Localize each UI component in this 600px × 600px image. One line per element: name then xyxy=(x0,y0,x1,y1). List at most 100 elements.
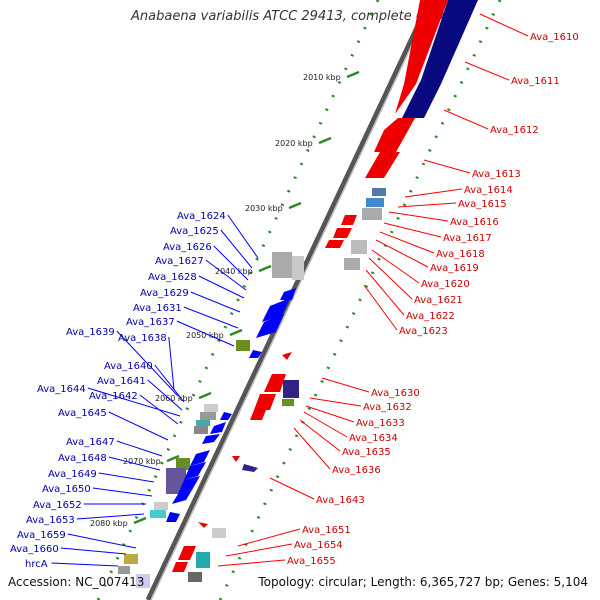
reverse-gene-label[interactable]: Ava_1639 xyxy=(66,327,115,338)
scale-tick xyxy=(288,201,302,210)
gene-leader-line xyxy=(198,275,245,299)
gene-leader-line xyxy=(108,411,169,441)
gene-leader-line xyxy=(368,257,413,300)
gene-leader-line xyxy=(423,159,471,174)
forward-gene-label[interactable]: Ava_1622 xyxy=(406,311,455,322)
forward-gene-label[interactable]: Ava_1618 xyxy=(436,249,485,260)
gene-leader-line xyxy=(168,336,175,391)
gene-leader-line xyxy=(76,513,145,520)
gene-leader-line xyxy=(213,245,249,281)
forward-gene-label[interactable]: Ava_1635 xyxy=(342,447,391,458)
scale-mark-label: 2050 kbp xyxy=(186,331,224,340)
forward-gene-label[interactable]: Ava_1620 xyxy=(421,279,470,290)
reverse-gene-label[interactable]: Ava_1625 xyxy=(170,226,219,237)
gene-leader-line xyxy=(67,533,137,549)
scale-tick xyxy=(133,516,147,525)
reverse-gene-label[interactable]: Ava_1652 xyxy=(33,500,82,511)
forward-gene-label[interactable]: Ava_1655 xyxy=(287,556,336,567)
scale-mark-label: 2070 kbp xyxy=(123,457,161,466)
scale-tick xyxy=(198,391,212,400)
gene-leader-line xyxy=(383,222,442,238)
gene-leader-line xyxy=(303,411,348,438)
reverse-gene-label[interactable]: Ava_1629 xyxy=(140,288,189,299)
forward-gene-label[interactable]: Ava_1614 xyxy=(464,185,513,196)
gene-leader-line xyxy=(363,284,398,331)
gene-leader-line xyxy=(220,229,253,269)
gene-leader-line xyxy=(464,61,510,81)
scale-labels: 2010 kbp 2020 kbp 2030 kbp 2040 kbp 2050 kbp… xyxy=(90,70,360,528)
gene-leader-line xyxy=(404,188,463,198)
reverse-gene-label[interactable]: Ava_1641 xyxy=(97,376,146,387)
forward-gene-label[interactable]: Ava_1630 xyxy=(371,388,420,399)
gene-leader-line xyxy=(443,109,489,130)
forward-gene-label[interactable]: Ava_1611 xyxy=(511,76,560,87)
scale-mark-label: 2040 kbp xyxy=(215,267,253,276)
reverse-gene-label[interactable]: Ava_1649 xyxy=(48,469,97,480)
gene-leader-line xyxy=(371,249,420,284)
gene-leader-line xyxy=(293,427,331,470)
reverse-gene-label[interactable]: Ava_1638 xyxy=(118,333,167,344)
reverse-gene-label[interactable]: Ava_1644 xyxy=(37,384,86,395)
forward-gene-label[interactable]: Ava_1616 xyxy=(450,217,499,228)
reverse-gene-label[interactable]: Ava_1642 xyxy=(89,391,138,402)
gene-leader-line xyxy=(176,320,235,347)
gene-leader-line xyxy=(60,547,127,555)
scale-tick xyxy=(346,70,360,79)
gene-leader-line xyxy=(227,214,259,259)
reverse-gene-label[interactable]: Ava_1626 xyxy=(163,242,212,253)
gene-leader-line xyxy=(116,330,179,397)
gene-leader-line xyxy=(309,397,362,407)
reverse-gene-label[interactable]: Ava_1659 xyxy=(17,530,66,541)
gene-leader-line xyxy=(321,377,370,393)
scale-tick xyxy=(318,136,332,145)
reverse-gene-label[interactable]: Ava_1631 xyxy=(133,303,182,314)
reverse-gene-label[interactable]: Ava_1628 xyxy=(148,272,197,283)
forward-gene-label[interactable]: Ava_1619 xyxy=(430,263,479,274)
gene-leader-line xyxy=(51,562,119,567)
forward-gene-label[interactable]: Ava_1617 xyxy=(443,233,492,244)
gene-leader-line xyxy=(217,559,286,567)
gene-leader-line xyxy=(365,269,405,316)
forward-gene-label[interactable]: Ava_1621 xyxy=(414,295,463,306)
reverse-gene-leaders: Ava_1624 Ava_1625 Ava_1626 Ava_1627 Ava_1628… xyxy=(10,211,259,570)
forward-gene-leaders: Ava_1610 Ava_1611 Ava_1612 Ava_1613 Ava_1614… xyxy=(217,13,579,567)
gene-leader-line xyxy=(299,419,341,452)
reverse-gene-label[interactable]: Ava_1624 xyxy=(177,211,226,222)
forward-gene-label[interactable]: Ava_1613 xyxy=(472,169,521,180)
scale-dotted-line-inner xyxy=(96,0,380,600)
reverse-gene-label[interactable]: Ava_1627 xyxy=(155,256,204,267)
forward-gene-label[interactable]: Ava_1636 xyxy=(332,465,381,476)
forward-gene-label[interactable]: Ava_1623 xyxy=(399,326,448,337)
reverse-gene-label[interactable]: Ava_1660 xyxy=(10,544,59,555)
reverse-gene-label[interactable]: Ava_1653 xyxy=(26,515,75,526)
forward-gene-label[interactable]: Ava_1643 xyxy=(316,495,365,506)
reverse-gene-label[interactable]: Ava_1647 xyxy=(66,437,115,448)
genome-summary: Topology: circular; Length: 6,365,727 bp… xyxy=(258,575,588,589)
gene-leader-line xyxy=(479,13,529,37)
forward-gene-label[interactable]: Ava_1615 xyxy=(458,199,507,210)
forward-gene-label[interactable]: Ava_1654 xyxy=(294,540,343,551)
gene-leader-line xyxy=(116,440,163,457)
reverse-gene-label[interactable]: Ava_1650 xyxy=(42,484,91,495)
forward-gene-label[interactable]: Ava_1651 xyxy=(302,525,351,536)
reverse-gene-label[interactable]: Ava_1648 xyxy=(58,453,107,464)
reverse-gene-label[interactable]: Ava_1640 xyxy=(104,361,153,372)
forward-gene-label[interactable]: Ava_1632 xyxy=(363,402,412,413)
forward-gene-label[interactable]: Ava_1612 xyxy=(490,125,539,136)
forward-gene-block-1612 xyxy=(374,118,415,152)
reverse-gene-label[interactable]: Ava_1645 xyxy=(58,408,107,419)
gene-leader-line xyxy=(205,259,247,291)
gene-leader-line xyxy=(375,239,429,268)
scale-mark-label: 2010 kbp xyxy=(303,73,341,82)
forward-gene-label[interactable]: Ava_1634 xyxy=(349,433,398,444)
forward-gene-label[interactable]: Ava_1633 xyxy=(356,418,405,429)
scale-tick xyxy=(166,454,180,463)
scale-mark-label: 2080 kbp xyxy=(90,519,128,528)
reverse-gene-label[interactable]: hrcA xyxy=(25,559,48,570)
forward-gene-label[interactable]: Ava_1610 xyxy=(530,32,579,43)
reverse-gene-label[interactable]: Ava_1637 xyxy=(126,317,175,328)
gene-leader-line xyxy=(98,472,155,483)
scale-tick xyxy=(229,328,243,337)
gene-leader-line xyxy=(154,364,185,403)
